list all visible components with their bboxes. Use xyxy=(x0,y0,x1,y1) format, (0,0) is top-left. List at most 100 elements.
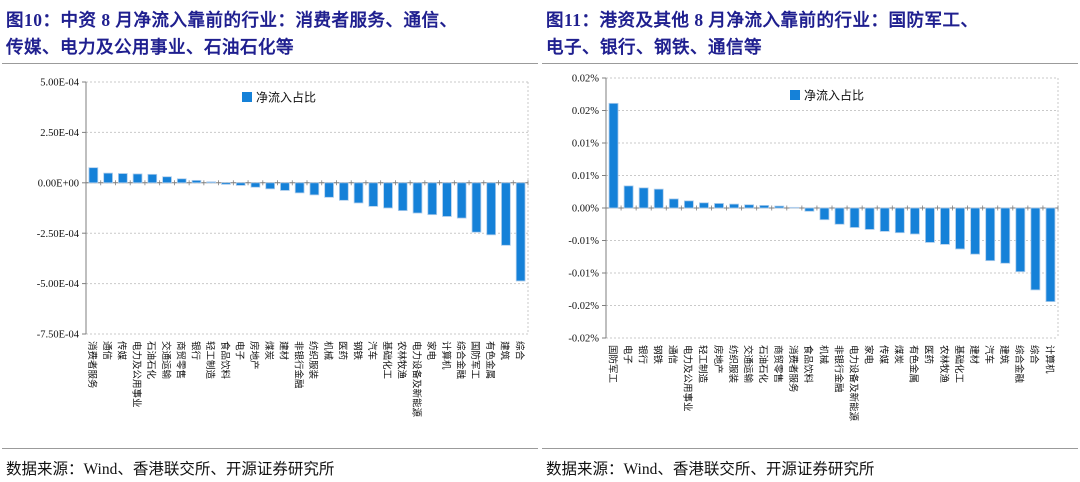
bar xyxy=(985,207,996,262)
category-label: 电力设备及新能源 xyxy=(410,341,422,418)
category-label: 煤炭 xyxy=(263,341,275,361)
bar xyxy=(864,207,875,231)
bar xyxy=(925,207,935,244)
bar xyxy=(324,182,334,198)
category-label: 家电 xyxy=(862,345,874,365)
bar xyxy=(714,203,724,209)
legend-label: 净流入占比 xyxy=(804,88,864,103)
bar xyxy=(309,182,320,196)
category-label: 机械 xyxy=(322,341,334,361)
y-tick-label: 0.01% xyxy=(572,171,599,182)
category-label: 建材 xyxy=(278,341,290,361)
category-label: 综合金融 xyxy=(1013,345,1025,384)
y-tick-label: -5.00E-04 xyxy=(37,279,80,290)
x-category-labels: 国防军工 电子 银行 钢铁 通信 电力及公用事业 轻工制造 房地产 纺织服装 交通运输 石油石化 商贸… xyxy=(606,345,1055,422)
category-label: 基础化工 xyxy=(953,345,965,384)
category-label: 电子 xyxy=(621,345,633,365)
bar xyxy=(456,182,467,219)
category-label: 非银行金融 xyxy=(292,341,304,389)
y-tick-label: -0.02% xyxy=(568,334,599,345)
figure-11: 图11：港资及其他 8 月净流入靠前的行业：国防军工、 电子、银行、钢铁、通信等… xyxy=(540,0,1080,482)
legend-swatch xyxy=(790,90,800,101)
bar xyxy=(819,207,830,221)
category-label: 电力及公用事业 xyxy=(682,345,694,412)
bar xyxy=(397,182,408,212)
bar xyxy=(427,182,438,216)
y-axis: 0.02% 0.02% 0.01% 0.01% 0.00% -0.01% -0.01% -0.… xyxy=(568,74,1059,345)
category-label: 有色金属 xyxy=(484,341,496,379)
category-label: 国防军工 xyxy=(606,345,618,384)
bar xyxy=(265,182,275,190)
bar xyxy=(849,207,860,229)
bar xyxy=(280,182,290,192)
category-label: 传媒 xyxy=(116,341,128,361)
y-tick-label: 5.00E-04 xyxy=(40,78,80,89)
category-label: 石油石化 xyxy=(145,341,157,380)
category-label: 传媒 xyxy=(878,345,890,365)
category-label: 电力设备及新能源 xyxy=(847,345,859,422)
x-category-labels: 消费者服务 通信 传媒 电力及公用事业 石油石化 交通运输 商贸零售 银行 轻工制造 食品饮料 电子… xyxy=(86,341,525,418)
bar xyxy=(638,187,649,209)
bar xyxy=(1015,207,1026,273)
category-label: 轻工制造 xyxy=(697,345,709,384)
y-tick-label: 0.02% xyxy=(572,106,599,117)
bar xyxy=(221,182,231,186)
bar xyxy=(729,203,739,209)
bar xyxy=(368,182,379,208)
category-label: 电力及公用事业 xyxy=(130,341,142,408)
figure-10-data-source: 数据来源：Wind、香港联交所、开源证券研究所 xyxy=(2,448,538,479)
bar xyxy=(834,207,845,225)
y-tick-label: 2.50E-04 xyxy=(40,128,80,139)
bar xyxy=(294,182,305,194)
bar xyxy=(955,207,965,250)
bar xyxy=(668,198,679,209)
category-label: 食品饮料 xyxy=(802,345,814,384)
bar xyxy=(804,207,815,212)
category-label: 交通运输 xyxy=(160,341,172,380)
category-label: 基础化工 xyxy=(381,341,393,380)
category-label: 银行 xyxy=(189,341,201,361)
category-label: 纺织服装 xyxy=(307,341,319,380)
bar xyxy=(471,182,482,233)
figure-10-title: 图10：中资 8 月净流入靠前的行业：消费者服务、通信、 传媒、电力及公用事业、… xyxy=(2,0,538,65)
y-tick-label: -0.01% xyxy=(568,236,599,247)
category-label: 家电 xyxy=(425,341,437,361)
bar xyxy=(940,207,950,246)
category-label: 银行 xyxy=(636,345,648,365)
category-label: 非银行金融 xyxy=(832,345,844,393)
bar xyxy=(339,182,349,201)
figure-11-title-line2: 电子、银行、钢铁、通信等 xyxy=(546,37,762,58)
category-label: 商贸零售 xyxy=(175,341,187,379)
bar xyxy=(774,205,785,209)
bar xyxy=(191,180,202,184)
category-label: 电子 xyxy=(234,341,246,361)
category-label: 计算机 xyxy=(440,341,452,370)
category-label: 房地产 xyxy=(712,345,724,374)
y-tick-label: -0.01% xyxy=(568,269,599,280)
fig10-bar-chart: 5.00E-04 2.50E-04 0.00E+00 -2.50E-04 -5.00E-… xyxy=(37,78,529,418)
category-label: 医药 xyxy=(337,341,348,360)
category-label: 农林牧渔 xyxy=(396,341,408,380)
category-label: 国防军工 xyxy=(469,341,481,380)
category-label: 农林牧渔 xyxy=(938,345,950,384)
legend-swatch xyxy=(242,92,252,103)
bar xyxy=(118,173,128,184)
bar xyxy=(176,178,187,184)
bar xyxy=(1030,207,1041,291)
category-label: 通信 xyxy=(667,345,679,364)
category-label: 钢铁 xyxy=(351,341,363,361)
bars xyxy=(88,167,526,282)
bar xyxy=(353,182,364,204)
category-label: 纺织服装 xyxy=(727,345,739,384)
category-label: 轻工制造 xyxy=(204,341,216,380)
bar xyxy=(501,182,511,246)
bar xyxy=(744,204,755,209)
bar xyxy=(206,181,217,184)
y-tick-label: 0.00% xyxy=(572,204,599,215)
y-tick-label: 0.01% xyxy=(572,139,599,150)
legend-label: 净流入占比 xyxy=(256,90,316,105)
category-label: 交通运输 xyxy=(742,345,754,384)
category-label: 食品饮料 xyxy=(219,341,231,380)
bar xyxy=(442,182,452,218)
